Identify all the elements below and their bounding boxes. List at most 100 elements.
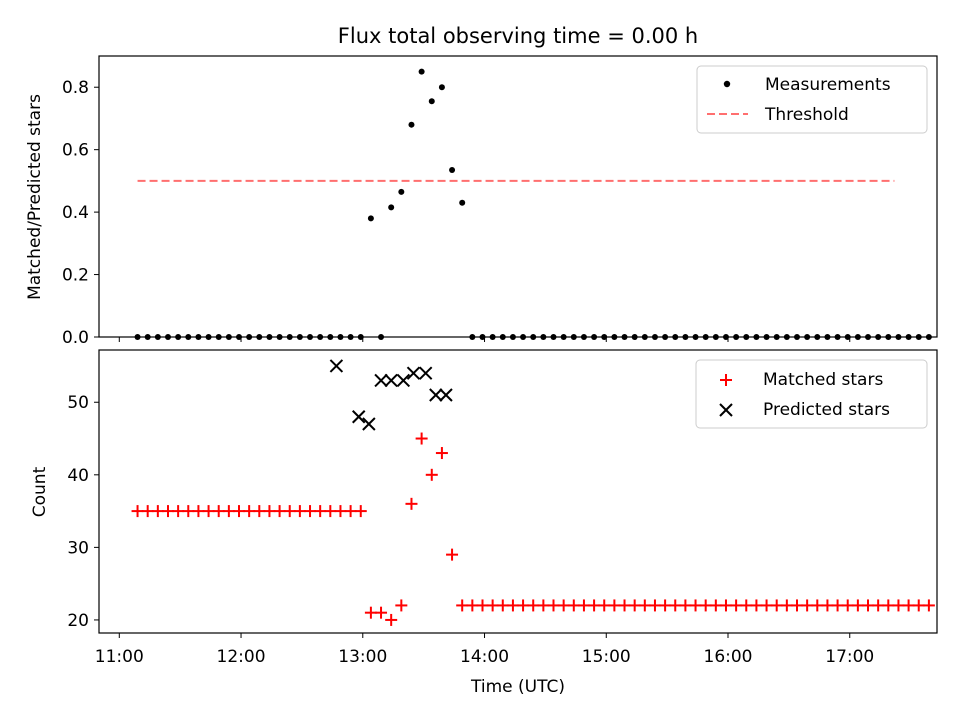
matched-star-point: [598, 599, 611, 612]
measurement-point: [651, 334, 658, 340]
measurement-point: [925, 334, 932, 340]
matched-star-point: [172, 505, 185, 518]
measurement-point: [662, 334, 669, 340]
measurement-point: [337, 334, 344, 340]
measurement-point: [702, 334, 709, 340]
measurement-point: [215, 334, 222, 340]
bottom-y-tick-label: 20: [67, 611, 89, 631]
matched-star-point: [364, 606, 377, 619]
legend-matched-label: Matched stars: [763, 370, 883, 390]
matched-star-point: [334, 505, 347, 518]
matched-star-point: [679, 599, 692, 612]
legend-threshold-label: Threshold: [764, 105, 849, 125]
matched-star-point: [415, 432, 428, 445]
measurement-point: [469, 334, 476, 340]
measurement-point: [854, 334, 861, 340]
matched-star-point: [902, 599, 915, 612]
matched-star-point: [212, 505, 225, 518]
measurement-point: [317, 334, 324, 340]
matched-star-point: [293, 505, 306, 518]
matched-star-point: [770, 599, 783, 612]
bottom-y-ticks: 20 30 40 50: [67, 393, 99, 631]
measurement-point: [631, 334, 638, 340]
chart-title: Flux total observing time = 0.00 h: [338, 24, 698, 48]
matched-star-point: [466, 599, 479, 612]
measurement-point: [783, 334, 790, 340]
measurement-point: [175, 334, 182, 340]
top-y-tick-label: 0.0: [62, 328, 89, 348]
matched-star-point: [385, 613, 398, 626]
legend-matched-marker: [720, 374, 732, 386]
measurement-point: [530, 334, 537, 340]
measurement-point: [722, 334, 729, 340]
measurement-point: [296, 334, 303, 340]
predicted-star-point: [439, 388, 453, 402]
measurement-point: [885, 334, 892, 340]
matched-star-point: [557, 599, 570, 612]
matched-star-point: [862, 599, 875, 612]
measurement-point: [164, 334, 171, 340]
matched-star-point: [506, 599, 519, 612]
matched-star-point: [608, 599, 621, 612]
top-y-tick-label: 0.2: [62, 266, 89, 286]
measurement-point: [256, 334, 263, 340]
bottom-legend-frame: [695, 359, 928, 429]
measurement-point: [509, 334, 516, 340]
measurement-point: [489, 334, 496, 340]
measurement-point: [307, 334, 314, 340]
top-legend: Measurements Threshold: [696, 65, 928, 134]
matched-star-point: [222, 505, 235, 518]
measurement-point: [236, 334, 243, 340]
measurement-point: [276, 334, 283, 340]
matched-star-point: [304, 505, 317, 518]
measurement-point: [743, 334, 750, 340]
matched-star-point: [638, 599, 651, 612]
measurement-point: [570, 334, 577, 340]
top-y-ticks: 0.0 0.2 0.4 0.6 0.8: [62, 78, 99, 348]
matched-star-point: [192, 505, 205, 518]
measurement-point: [144, 334, 151, 340]
measurement-point: [905, 334, 912, 340]
measurement-point: [672, 334, 679, 340]
top-legend-frame: [696, 65, 928, 134]
matched-star-point: [344, 505, 357, 518]
bottom-y-tick-label: 40: [67, 466, 89, 486]
bottom-x-tick-label: 12:00: [217, 647, 266, 667]
measurement-point: [286, 334, 293, 340]
bottom-y-tick-label: 30: [67, 538, 89, 558]
legend-predicted-marker: [719, 403, 733, 417]
matched-star-point: [841, 599, 854, 612]
matched-star-point: [456, 599, 469, 612]
measurement-point: [550, 334, 557, 340]
matched-star-point: [314, 505, 327, 518]
measurement-point: [449, 166, 456, 173]
top-panel: Flux total observing time = 0.00 h 0.0 0.…: [25, 24, 938, 348]
matched-star-point: [425, 468, 438, 481]
matched-star-point: [699, 599, 712, 612]
measurement-point: [712, 334, 719, 340]
measurement-point: [793, 334, 800, 340]
matched-star-point: [588, 599, 601, 612]
bottom-x-tick-label: 13:00: [338, 647, 387, 667]
predicted-star-point: [362, 417, 376, 431]
legend-measurements-marker: [723, 80, 731, 88]
bottom-y-axis-label: Count: [30, 466, 50, 517]
measurement-point: [915, 334, 922, 340]
measurement-point: [134, 334, 141, 340]
bottom-x-tick-label: 17:00: [825, 647, 874, 667]
matched-stars-points: [131, 432, 935, 626]
measurement-point: [560, 334, 567, 340]
measurement-point: [824, 334, 831, 340]
measurement-point: [388, 204, 395, 211]
measurement-point: [773, 334, 780, 340]
predicted-star-point: [374, 373, 388, 388]
bottom-x-tick-label: 11:00: [95, 647, 144, 667]
legend-predicted-label: Predicted stars: [763, 400, 890, 420]
bottom-x-tick-label: 14:00: [460, 647, 509, 667]
measurement-point: [601, 334, 608, 340]
measurement-point: [408, 121, 415, 128]
predicted-star-point: [418, 366, 433, 380]
predicted-star-point: [329, 359, 344, 373]
